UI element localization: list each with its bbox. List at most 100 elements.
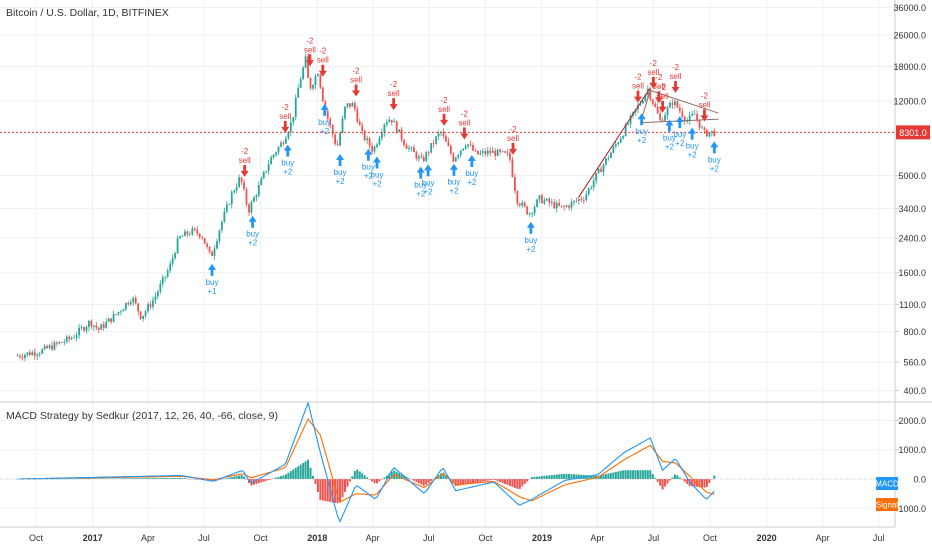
candle-body — [225, 204, 228, 212]
current-price-badge — [896, 125, 930, 140]
macd-histogram-bar — [92, 478, 95, 480]
candle-body — [511, 159, 514, 177]
candle-body — [550, 202, 553, 203]
candle-body — [607, 158, 610, 159]
macd-histogram-bar — [400, 474, 403, 479]
candle-body — [568, 205, 570, 208]
candle-body — [678, 107, 681, 112]
buy-arrow-icon — [467, 155, 476, 168]
macd-histogram-bar — [656, 479, 659, 482]
candle-body — [186, 231, 189, 235]
candle-body — [33, 352, 36, 356]
buy-value: +2 — [665, 142, 675, 151]
macd-histogram-bar — [373, 479, 376, 484]
candle-body — [683, 116, 686, 122]
sell-label: sell — [388, 89, 400, 98]
candle-body — [504, 151, 506, 153]
candle-body — [701, 127, 703, 129]
candle-body — [21, 357, 24, 358]
candle-body — [548, 198, 551, 203]
buy-label: buy — [686, 142, 699, 151]
macd-histogram-bar — [282, 475, 285, 479]
macd-histogram-bar — [220, 479, 223, 480]
macd-histogram-bar — [459, 479, 462, 486]
price-tick-label: 3400.0 — [898, 204, 926, 214]
macd-histogram-bar — [659, 479, 662, 486]
macd-histogram-bar — [646, 470, 649, 479]
candle-body — [169, 263, 172, 271]
macd-histogram-bar — [46, 478, 49, 480]
signal-badge — [876, 498, 898, 511]
macd-tick-label: -1000.0 — [895, 504, 926, 514]
macd-histogram-bar — [334, 479, 337, 503]
candle-body — [144, 311, 147, 316]
sell-value: -2 — [655, 73, 663, 82]
candle-body — [526, 206, 529, 215]
candle-body — [75, 335, 78, 338]
macd-histogram-bar — [484, 479, 487, 482]
sell-value: -2 — [701, 91, 709, 100]
macd-histogram-bar — [641, 470, 644, 479]
macd-histogram-bar — [513, 479, 516, 488]
candle-body — [56, 342, 58, 344]
candle-body — [203, 238, 206, 244]
candle-body — [555, 202, 558, 209]
candle-body — [19, 355, 21, 358]
macd-tick-label: 0.0 — [913, 475, 926, 485]
candle-body — [486, 150, 489, 155]
macd-histogram-bar — [390, 471, 393, 479]
macd-histogram-bar — [378, 479, 381, 482]
candle-body — [610, 152, 612, 159]
macd-histogram-bar — [267, 479, 270, 481]
candle-body — [523, 202, 526, 207]
macd-histogram-bar — [548, 475, 551, 479]
candle-body — [489, 150, 492, 153]
macd-histogram-bar — [341, 479, 344, 498]
candle-body — [28, 352, 31, 356]
candle-body — [53, 342, 56, 350]
buy-label: buy — [414, 181, 427, 190]
macd-histogram-bar — [504, 479, 507, 485]
candle-body — [184, 231, 186, 236]
candle-body — [361, 125, 364, 131]
macd-histogram-bar — [240, 475, 243, 479]
candle-body — [341, 118, 344, 133]
candle-body — [166, 270, 169, 277]
sell-arrow-icon — [281, 120, 290, 133]
candle-body — [373, 146, 376, 152]
macd-histogram-bar — [511, 479, 514, 487]
macd-histogram-bar — [151, 478, 154, 479]
macd-histogram-bar — [348, 479, 351, 482]
macd-histogram-bar — [115, 478, 118, 479]
candle-body — [368, 138, 371, 146]
candle-body — [287, 132, 290, 139]
macd-histogram-bar — [110, 478, 113, 479]
sell-label: sell — [632, 82, 644, 91]
candle-body — [573, 200, 575, 202]
candle-body — [686, 121, 689, 122]
buy-label: buy — [362, 163, 375, 172]
candle-body — [605, 158, 607, 165]
macd-histogram-bar — [154, 478, 157, 479]
candle-body — [248, 204, 250, 213]
sell-arrow-icon — [240, 164, 249, 177]
macd-histogram-bar — [614, 471, 617, 479]
macd-histogram-bar — [415, 479, 418, 482]
macd-histogram-bar — [550, 475, 553, 479]
candle-body — [174, 253, 177, 259]
macd-histogram-bar — [297, 466, 300, 479]
sell-label: sell — [350, 76, 362, 85]
macd-histogram-bar — [410, 479, 413, 480]
macd-histogram-bar — [671, 477, 674, 479]
candle-body — [467, 144, 469, 147]
price-tick-label: 36000.0 — [893, 3, 926, 13]
candle-body — [494, 150, 497, 156]
candle-body — [629, 115, 632, 124]
macd-histogram-bar — [80, 478, 83, 480]
candle-body — [267, 164, 270, 171]
candle-body — [299, 78, 302, 88]
macd-histogram-bar — [376, 479, 379, 484]
macd-histogram-bar — [383, 477, 386, 479]
candle-body — [80, 327, 83, 329]
